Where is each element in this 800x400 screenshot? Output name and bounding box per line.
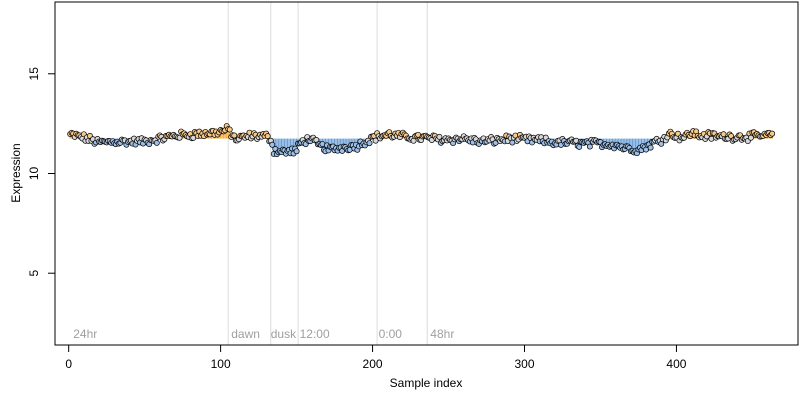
x-axis: 0 100 200 300 400 <box>65 344 687 371</box>
x-tick-label: 200 <box>363 357 383 371</box>
data-point <box>269 141 276 148</box>
data-point <box>769 130 776 137</box>
data-point <box>366 140 373 147</box>
data-point <box>153 140 160 146</box>
plot-frame <box>54 1 799 346</box>
y-axis: 5 10 15 <box>27 67 56 277</box>
x-tick-label: 300 <box>514 357 534 371</box>
data-point <box>576 143 583 150</box>
time-annotation: dawn <box>231 327 260 341</box>
data-point <box>436 133 443 140</box>
time-annotation: dusk <box>271 327 297 341</box>
data-points <box>67 123 776 158</box>
time-annotation: 48hr <box>430 327 454 341</box>
x-tick-label: 0 <box>65 357 72 371</box>
y-tick-label: 5 <box>27 270 41 277</box>
data-point <box>231 132 238 139</box>
time-marker-lines <box>227 2 428 345</box>
data-point <box>586 143 593 150</box>
data-point <box>747 134 754 141</box>
time-annotation: 12:00 <box>300 327 330 341</box>
x-axis-title: Sample index <box>390 376 463 390</box>
data-point <box>293 148 300 155</box>
time-annotation: 24hr <box>73 327 97 341</box>
x-tick-label: 100 <box>211 357 231 371</box>
data-point <box>264 133 271 140</box>
y-axis-title: Expression <box>9 143 23 202</box>
y-tick-label: 15 <box>27 67 41 81</box>
time-annotation: 0:00 <box>379 327 403 341</box>
data-point <box>226 126 233 133</box>
data-point <box>647 144 654 151</box>
y-tick-label: 10 <box>27 167 41 181</box>
x-tick-label: 400 <box>666 357 686 371</box>
time-annotations: 24hr dawn dusk 12:00 0:00 48hr <box>73 327 454 341</box>
